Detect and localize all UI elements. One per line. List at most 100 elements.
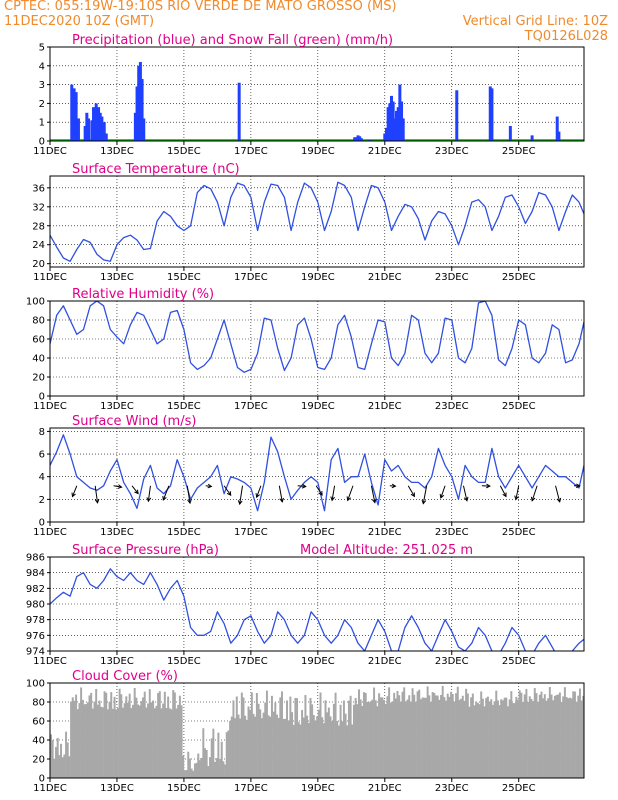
cloud-cover-bar <box>451 694 454 778</box>
cloud-cover-bar <box>573 691 576 778</box>
panel-frame <box>49 175 585 268</box>
x-tick-label: 23DEC <box>435 272 469 283</box>
cloud-cover-bar <box>142 697 145 778</box>
precip-bar <box>400 101 404 141</box>
cloud-cover-bar <box>78 703 81 778</box>
cloud-cover-bar <box>399 701 402 778</box>
cloud-cover-bar <box>414 701 417 778</box>
cloud-cover-bar <box>475 701 478 778</box>
cloud-cover-bar <box>445 700 448 778</box>
cloud-cover-bar <box>550 694 553 778</box>
y-tick-label: 8 <box>39 427 45 438</box>
wind-direction-arrow <box>297 485 306 488</box>
cloud-cover-bar <box>197 753 200 778</box>
cloud-cover-bar <box>254 716 257 778</box>
cloud-cover-bar <box>501 700 504 778</box>
panel-2: 20 24 28 32 36 11DEC 13DEC 15DEC 17DEC 19DEC 21DEC… <box>32 162 585 283</box>
cloud-cover-bar <box>567 698 570 778</box>
y-tick-label: 978 <box>26 615 45 626</box>
wind-arrow-head <box>410 492 415 498</box>
cloud-cover-bar <box>93 701 96 778</box>
cloud-cover-bar <box>426 686 429 778</box>
cloud-cover-bar <box>436 695 439 778</box>
cloud-cover-bar <box>106 709 109 778</box>
cloud-cover-bar <box>232 700 235 778</box>
cloud-cover-bar <box>304 695 307 778</box>
cloud-cover-bar <box>344 713 347 778</box>
precip-bar <box>490 88 494 141</box>
cloud-cover-bar <box>255 693 258 778</box>
wind-arrow-head <box>94 498 100 504</box>
cloud-cover-bar <box>292 724 295 778</box>
cloud-cover-bar <box>329 716 332 778</box>
x-tick-label: 25DEC <box>502 783 536 794</box>
wind-arrow-head <box>346 496 352 502</box>
cloud-cover-bar <box>523 694 526 778</box>
cloud-cover-bar <box>178 695 181 778</box>
cloud-cover-bar <box>361 705 364 778</box>
cloud-cover-bar <box>90 692 93 778</box>
cloud-cover-bar <box>326 712 329 778</box>
cloud-cover-bar <box>247 706 250 778</box>
cloud-cover-bar <box>363 692 366 778</box>
cloud-cover-bar <box>404 701 407 778</box>
y-tick-label: 6 <box>39 450 45 461</box>
precip-bar <box>85 112 89 141</box>
cloud-cover-bar <box>250 692 253 778</box>
wind-arrow-head <box>117 484 123 489</box>
cloud-cover-bar <box>173 692 176 778</box>
cloud-cover-bar <box>237 714 240 778</box>
x-tick-label: 15DEC <box>167 527 201 538</box>
cloud-cover-bar <box>287 720 290 778</box>
cloud-cover-bar <box>188 758 191 778</box>
panel-5: 974 976 978 980 982 984 986 11DEC 13DEC 15DEC 17DE… <box>26 543 585 667</box>
cloud-cover-bar <box>83 704 86 778</box>
cloud-cover-bar <box>138 705 141 778</box>
cloud-cover-bar <box>450 691 453 778</box>
cloud-cover-bar <box>244 715 247 778</box>
cloud-cover-bar <box>391 701 394 778</box>
precip-bar <box>389 95 393 141</box>
precip-bar <box>76 118 80 141</box>
cloud-cover-bar <box>369 701 372 778</box>
cloud-cover-bar <box>468 706 471 778</box>
series-line <box>50 568 584 651</box>
cloud-cover-bar <box>378 693 381 778</box>
cloud-cover-bar <box>503 697 506 778</box>
cloud-cover-bar <box>411 688 414 778</box>
wind-arrow-head <box>556 497 562 503</box>
precip-bar <box>354 137 358 141</box>
wind-arrow-head <box>486 483 491 489</box>
x-tick-label: 21DEC <box>368 401 402 412</box>
y-tick-label: 2 <box>39 495 45 506</box>
cloud-cover-bar <box>324 700 327 778</box>
cloud-cover-bar <box>96 704 99 778</box>
cloud-cover-bar <box>513 703 516 778</box>
cloud-cover-bar <box>327 707 330 778</box>
cloud-cover-bar <box>455 693 458 778</box>
cloud-cover-bar <box>453 701 456 778</box>
precip-bar <box>557 131 561 141</box>
cloud-cover-bar <box>498 705 501 778</box>
cloud-cover-bar <box>476 702 479 778</box>
header-date-line: 11DEC2020 10Z (GMT) <box>4 14 155 29</box>
cloud-cover-bar <box>207 766 210 778</box>
cloud-cover-bar <box>219 758 222 778</box>
cloud-cover-bar <box>95 688 98 778</box>
wind-direction-arrow <box>113 485 122 488</box>
cloud-cover-bar <box>153 708 156 778</box>
cloud-cover-bar <box>160 708 163 778</box>
series-line <box>50 181 584 262</box>
cloud-cover-bar <box>91 708 94 778</box>
precip-bar <box>70 84 74 141</box>
panel-annotation: Model Altitude: 251.025 m <box>300 543 473 558</box>
x-tick-label: 11DEC <box>33 656 67 667</box>
x-tick-label: 13DEC <box>100 401 134 412</box>
panel-frame <box>49 682 585 779</box>
cloud-cover-bar <box>70 701 73 778</box>
y-tick-label: 974 <box>26 647 45 658</box>
cloud-cover-bar <box>341 721 344 778</box>
cloud-cover-bar <box>132 704 134 778</box>
cloud-cover-bar <box>337 725 340 778</box>
cloud-cover-bar <box>535 693 538 778</box>
